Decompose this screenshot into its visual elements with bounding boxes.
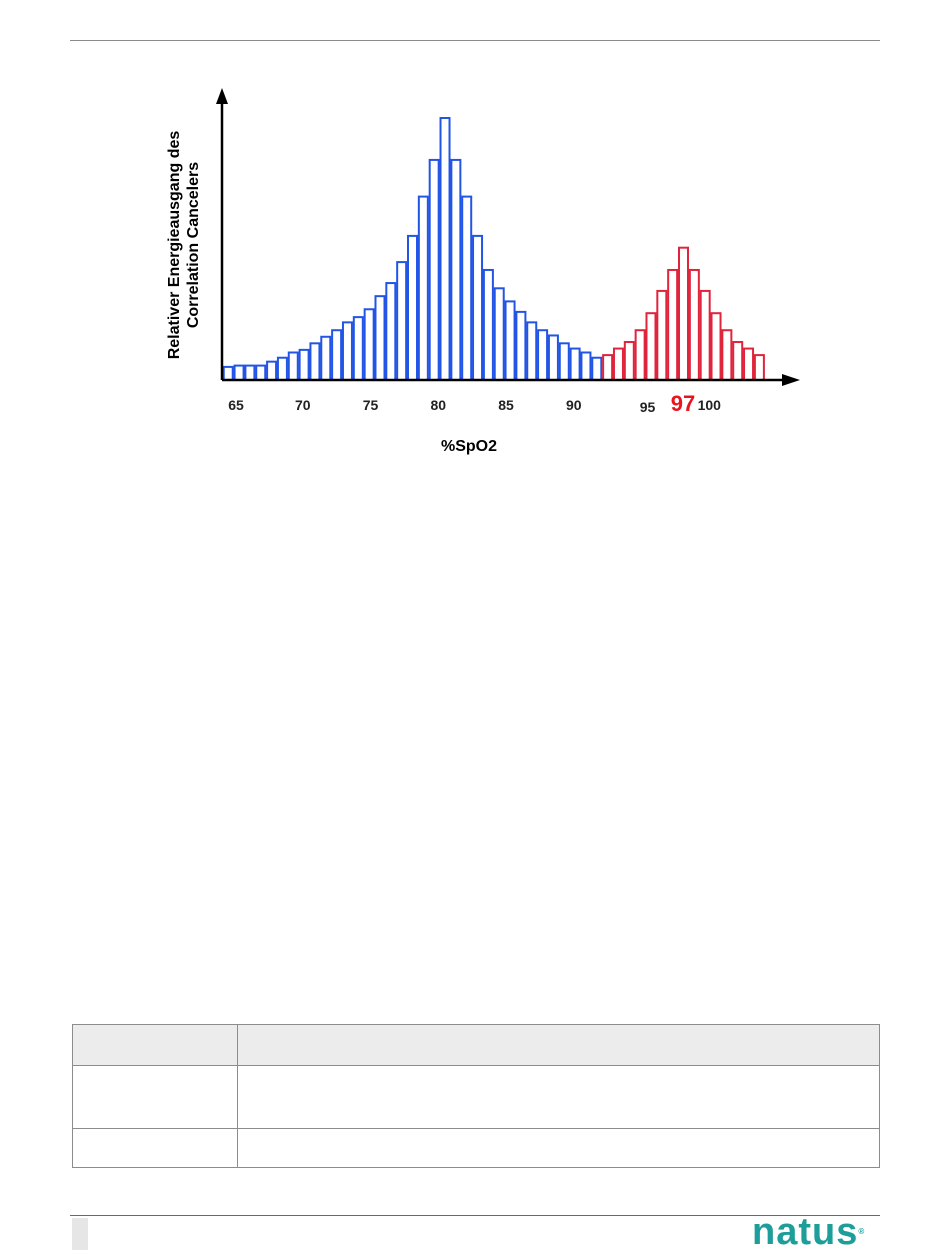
bar	[352, 316, 364, 381]
logo-text: natus	[752, 1211, 859, 1253]
bar	[244, 364, 256, 381]
table-cell	[72, 1065, 238, 1129]
x-tick-label: 65	[228, 397, 244, 413]
empty-table	[72, 1024, 880, 1168]
table-header-row	[72, 1024, 880, 1066]
bar	[450, 158, 462, 381]
bar	[309, 342, 321, 382]
bar	[537, 329, 549, 381]
bar	[667, 268, 679, 381]
bar	[753, 354, 765, 381]
bar	[428, 158, 440, 381]
bar	[569, 347, 581, 381]
bar	[591, 356, 603, 382]
x-tick-label: 80	[430, 397, 446, 413]
bar	[623, 341, 635, 382]
bar	[407, 234, 419, 381]
natus-logo: natus®	[752, 1212, 882, 1252]
bar	[461, 195, 473, 381]
table-row	[72, 1128, 880, 1168]
bar	[547, 334, 559, 381]
bar	[699, 289, 711, 382]
bar	[721, 329, 733, 381]
x-axis-arrow-icon	[782, 374, 800, 386]
footer-page-tab	[72, 1218, 88, 1250]
bar	[526, 321, 538, 381]
y-axis-title-line-1: Relativer Energieausgang des	[166, 131, 183, 360]
x-tick-label: 75	[363, 397, 379, 413]
x-axis-title: %SpO2	[441, 438, 497, 455]
table-cell	[72, 1128, 238, 1168]
bars-group	[222, 117, 765, 382]
table-row	[72, 1065, 880, 1129]
bar	[417, 195, 429, 381]
bar	[255, 364, 267, 381]
bar	[439, 117, 451, 381]
bar	[374, 295, 386, 381]
highlight-tick-label: 97	[671, 391, 695, 416]
x-tick-labels: 65 70 75 80 85 90 95 100	[228, 397, 721, 415]
bar	[710, 312, 722, 381]
bar	[341, 321, 353, 381]
table-cell	[237, 1128, 880, 1168]
bar	[287, 351, 299, 381]
bar	[396, 261, 408, 382]
table-cell	[237, 1024, 880, 1066]
bar	[482, 268, 494, 381]
bar	[266, 360, 278, 382]
bar	[580, 351, 592, 381]
bar	[493, 287, 505, 381]
bar	[515, 310, 527, 382]
bar	[612, 347, 624, 381]
bar	[558, 342, 570, 382]
y-axis-arrow-icon	[216, 88, 228, 104]
bar	[233, 364, 245, 381]
x-tick-label: 70	[295, 397, 311, 413]
bar	[634, 329, 646, 381]
bar	[678, 246, 690, 381]
bar	[743, 347, 755, 381]
y-axis-title: Relativer Energieausgang des Correlation…	[166, 131, 202, 360]
x-tick-label: 90	[566, 397, 582, 413]
x-tick-label: 95	[640, 399, 656, 415]
x-tick-label: 100	[698, 397, 722, 413]
bar	[276, 356, 288, 382]
table-cell	[237, 1065, 880, 1129]
bar	[504, 300, 516, 381]
table-cell	[72, 1024, 238, 1066]
bar	[645, 312, 657, 381]
registered-mark: ®	[858, 1227, 866, 1236]
bar	[602, 354, 614, 381]
bar	[472, 234, 484, 381]
bar	[331, 329, 343, 381]
bar	[385, 282, 397, 381]
bar	[688, 268, 700, 381]
bar	[222, 365, 234, 381]
header-rule	[70, 40, 880, 41]
y-axis-title-line-2: Correlation Cancelers	[185, 162, 202, 328]
bar	[656, 289, 668, 382]
bar	[320, 335, 332, 381]
bar	[732, 341, 744, 382]
bar	[298, 348, 310, 381]
spo2-histogram-chart: 65 70 75 80 85 90 95 100 97 %SpO2 Relativer Ene…	[166, 88, 800, 455]
footer-rule	[70, 1215, 880, 1216]
x-tick-label: 85	[498, 397, 514, 413]
bar	[363, 308, 375, 382]
